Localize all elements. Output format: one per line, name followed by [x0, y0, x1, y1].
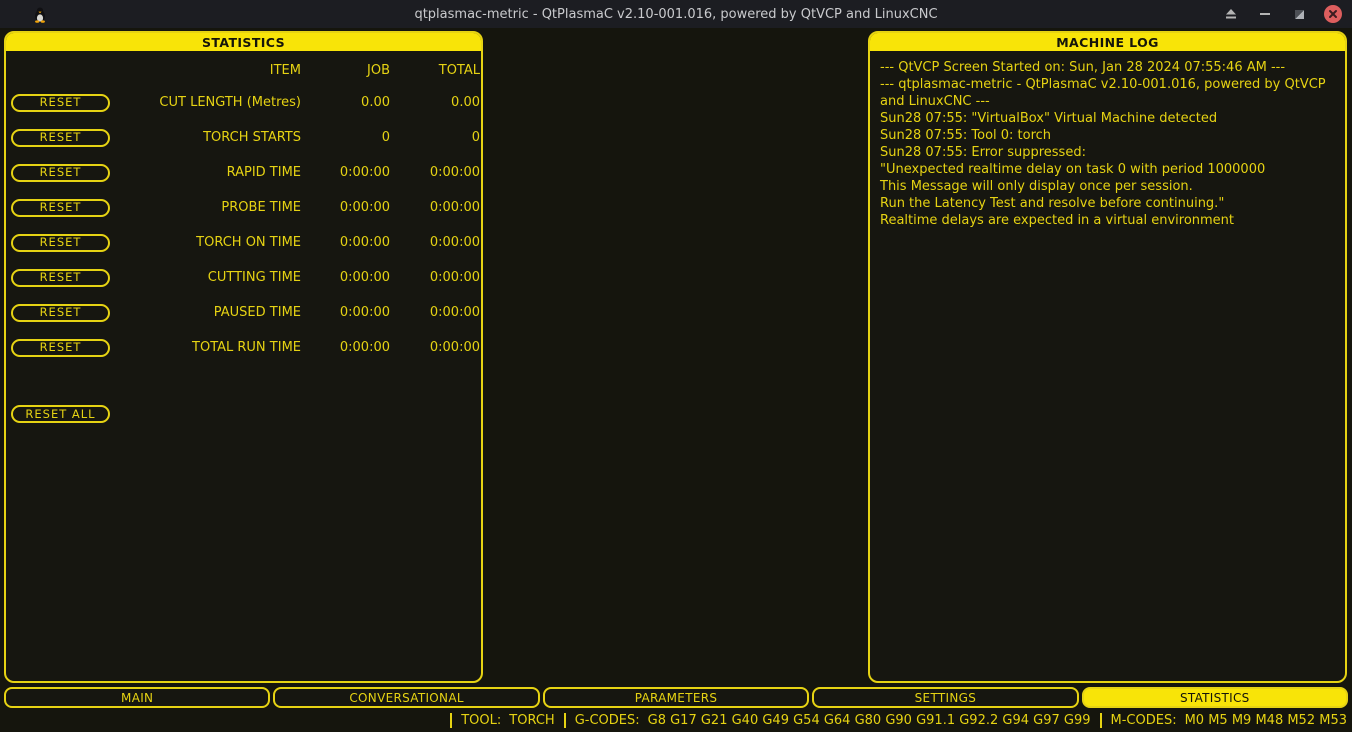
tab-statistics[interactable]: STATISTICS — [1081, 687, 1348, 708]
stat-total-value: 0:00:00 — [429, 305, 480, 320]
tool-value: TORCH — [509, 712, 555, 728]
stat-total-value: 0:00:00 — [429, 340, 480, 355]
tab-main[interactable]: MAIN — [4, 687, 271, 708]
stat-item-label: RAPID TIME — [226, 165, 301, 180]
machine-log-content: --- QtVCP Screen Started on: Sun, Jan 28… — [870, 51, 1345, 229]
log-line: Run the Latency Test and resolve before … — [880, 196, 1225, 211]
log-line: Sun28 07:55: "VirtualBox" Virtual Machin… — [880, 111, 1218, 126]
stat-item-label: TORCH ON TIME — [196, 235, 301, 250]
gcodes-status: G-CODES: G8 G17 G21 G40 G49 G54 G64 G80 … — [575, 713, 1091, 728]
log-line: Realtime delays are expected in a virtua… — [880, 213, 1235, 228]
title-bar: qtplasmac-metric - QtPlasmaC v2.10-001.0… — [0, 0, 1352, 28]
tool-label: TOOL: — [461, 712, 502, 728]
statistics-column-headers: ITEM JOB TOTAL — [6, 55, 481, 85]
status-separator — [450, 712, 453, 728]
minimize-icon — [1260, 13, 1270, 15]
status-separator — [563, 712, 566, 728]
log-line: Sun28 07:55: Tool 0: torch — [880, 128, 1052, 143]
close-icon — [1324, 5, 1342, 23]
reset-all-button[interactable]: RESET ALL — [11, 405, 110, 423]
log-line: This Message will only display once per … — [880, 179, 1193, 194]
mcodes-status: M-CODES: M0 M5 M9 M48 M52 M53 — [1111, 713, 1347, 728]
tab-settings[interactable]: SETTINGS — [812, 687, 1079, 708]
shade-button[interactable] — [1222, 5, 1240, 23]
reset-paused-time-button[interactable]: RESET — [11, 303, 110, 322]
window-title: qtplasmac-metric - QtPlasmaC v2.10-001.0… — [414, 6, 938, 22]
reset-total-run-time-button[interactable]: RESET — [11, 338, 110, 357]
stat-item-label: TOTAL RUN TIME — [192, 340, 301, 355]
column-header-total: TOTAL — [438, 62, 480, 78]
stat-job-value: 0:00:00 — [339, 305, 390, 320]
stat-item-label: TORCH STARTS — [203, 130, 301, 145]
stat-job-value: 0:00:00 — [339, 235, 390, 250]
column-header-item: ITEM — [269, 62, 301, 78]
stat-total-value: 0:00:00 — [429, 165, 480, 180]
log-line: "Unexpected realtime delay on task 0 wit… — [880, 162, 1266, 177]
statistics-panel: STATISTICS ITEM JOB TOTAL RESET CUT LENG… — [4, 31, 483, 683]
reset-torch-starts-button[interactable]: RESET — [11, 128, 110, 147]
stat-total-value: 0:00:00 — [429, 235, 480, 250]
maximize-icon — [1294, 9, 1304, 19]
stat-job-value: 0 — [381, 130, 390, 145]
stat-job-value: 0:00:00 — [339, 340, 390, 355]
statistics-table: ITEM JOB TOTAL RESET CUT LENGTH (Metres)… — [6, 51, 481, 423]
stat-total-value: 0.00 — [451, 95, 480, 110]
stats-row-cut-length: RESET CUT LENGTH (Metres) 0.00 0.00 — [6, 85, 481, 120]
stat-total-value: 0 — [471, 130, 480, 145]
stats-row-paused-time: RESET PAUSED TIME 0:00:00 0:00:00 — [6, 295, 481, 330]
stats-row-rapid-time: RESET RAPID TIME 0:00:00 0:00:00 — [6, 155, 481, 190]
machine-log-panel: MACHINE LOG --- QtVCP Screen Started on:… — [868, 31, 1347, 683]
statistics-panel-title: STATISTICS — [6, 33, 481, 51]
stat-job-value: 0.00 — [361, 95, 390, 110]
stats-row-probe-time: RESET PROBE TIME 0:00:00 0:00:00 — [6, 190, 481, 225]
shade-icon — [1226, 9, 1236, 19]
stat-total-value: 0:00:00 — [429, 200, 480, 215]
stat-item-label: PROBE TIME — [221, 200, 301, 215]
reset-cut-length-button[interactable]: RESET — [11, 93, 110, 112]
gcodes-value: G8 G17 G21 G40 G49 G54 G64 G80 G90 G91.1… — [647, 712, 1091, 728]
stat-item-label: CUT LENGTH (Metres) — [159, 95, 301, 110]
machine-log-panel-title: MACHINE LOG — [870, 33, 1345, 51]
reset-rapid-time-button[interactable]: RESET — [11, 163, 110, 182]
log-line: --- QtVCP Screen Started on: Sun, Jan 28… — [880, 60, 1286, 75]
stat-item-label: CUTTING TIME — [207, 270, 301, 285]
stats-row-torch-on-time: RESET TORCH ON TIME 0:00:00 0:00:00 — [6, 225, 481, 260]
status-bar: TOOL: TORCH G-CODES: G8 G17 G21 G40 G49 … — [0, 708, 1352, 732]
stats-row-torch-starts: RESET TORCH STARTS 0 0 — [6, 120, 481, 155]
log-line: Sun28 07:55: Error suppressed: — [880, 145, 1086, 160]
stat-job-value: 0:00:00 — [339, 270, 390, 285]
close-button[interactable] — [1324, 5, 1342, 23]
stat-item-label: PAUSED TIME — [213, 305, 301, 320]
log-line: --- qtplasmac-metric - QtPlasmaC v2.10-0… — [880, 77, 1330, 109]
stats-row-cutting-time: RESET CUTTING TIME 0:00:00 0:00:00 — [6, 260, 481, 295]
maximize-button[interactable] — [1290, 5, 1308, 23]
stat-total-value: 0:00:00 — [429, 270, 480, 285]
stats-row-total-run-time: RESET TOTAL RUN TIME 0:00:00 0:00:00 — [6, 330, 481, 365]
column-header-job: JOB — [367, 62, 390, 78]
tool-status: TOOL: TORCH — [461, 713, 554, 728]
status-separator — [1099, 712, 1102, 728]
reset-torch-on-time-button[interactable]: RESET — [11, 233, 110, 252]
app-icon — [35, 7, 45, 23]
tab-bar: MAIN CONVERSATIONAL PARAMETERS SETTINGS … — [4, 687, 1348, 708]
tab-conversational[interactable]: CONVERSATIONAL — [273, 687, 540, 708]
reset-cutting-time-button[interactable]: RESET — [11, 268, 110, 287]
mcodes-label: M-CODES: — [1110, 712, 1177, 728]
stat-job-value: 0:00:00 — [339, 200, 390, 215]
minimize-button[interactable] — [1256, 5, 1274, 23]
window-controls — [1222, 0, 1342, 28]
mcodes-value: M0 M5 M9 M48 M52 M53 — [1184, 712, 1347, 728]
gcodes-label: G-CODES: — [574, 712, 640, 728]
stat-job-value: 0:00:00 — [339, 165, 390, 180]
reset-probe-time-button[interactable]: RESET — [11, 198, 110, 217]
tab-parameters[interactable]: PARAMETERS — [542, 687, 810, 708]
